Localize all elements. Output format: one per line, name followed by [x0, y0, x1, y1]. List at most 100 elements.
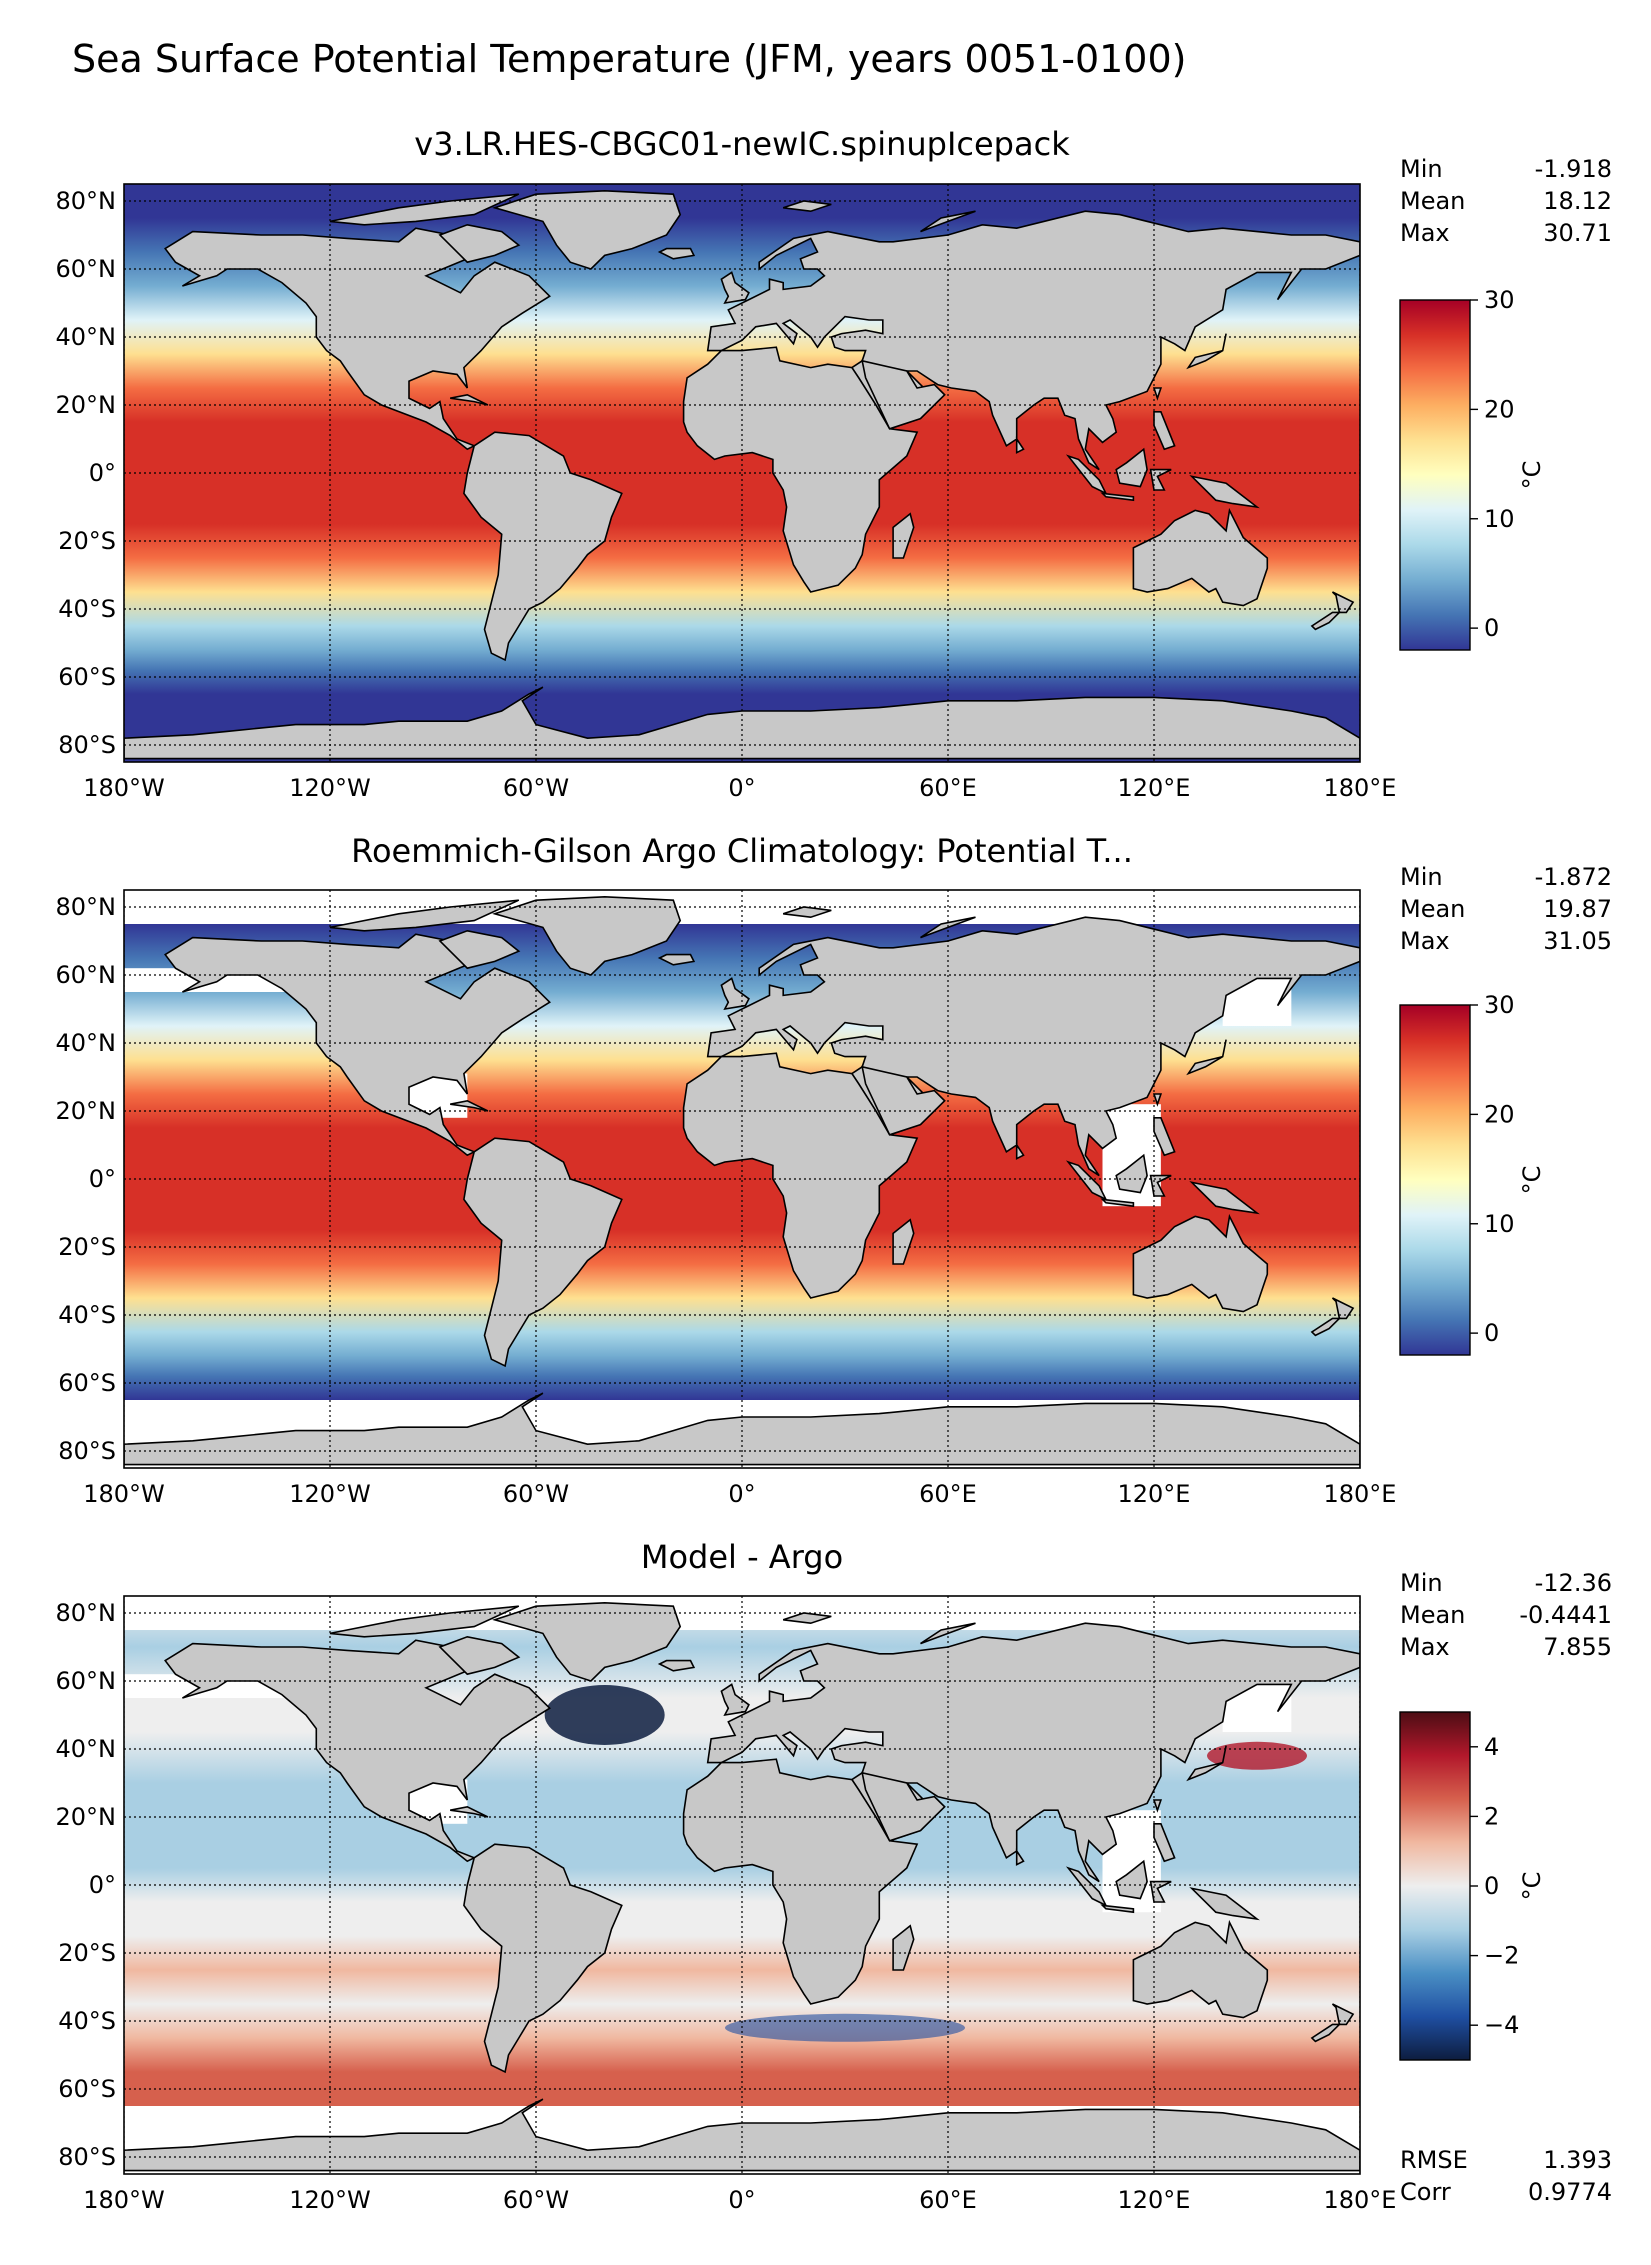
land-philippines [1153, 1117, 1176, 1157]
extra-stats: RMSE 1.393 Corr 0.9774 [1400, 2146, 1612, 2206]
lat-tick-label: 20°S [58, 527, 116, 555]
land-svalbard [782, 906, 832, 919]
land-madagascar [892, 1924, 915, 1971]
land-japan [1186, 1745, 1227, 1782]
lon-tick-label: 60°E [919, 2186, 977, 2214]
lon-tick-label: 0° [728, 774, 755, 802]
panel-title: Model - Argo [641, 1538, 843, 1576]
panel-title: v3.LR.HES-CBGC01-newIC.spinupIcepack [414, 125, 1070, 163]
lat-tick-label: 40°N [56, 323, 117, 351]
land-cuba [450, 1099, 489, 1112]
land-svalbard [782, 200, 832, 213]
land-africa [682, 346, 919, 593]
land-australia [1132, 1919, 1269, 2019]
stat-label-mean: Mean [1400, 187, 1465, 215]
land-java [1100, 1904, 1135, 1914]
lat-tick-label: 0° [89, 1871, 116, 1899]
land-taiwan [1152, 1093, 1163, 1107]
land-nz-south [1310, 611, 1342, 631]
land-cuba [450, 393, 489, 406]
colorbar-unit-label: °C [1518, 1166, 1546, 1195]
land-borneo [1115, 447, 1148, 488]
land-new-guinea [1189, 1181, 1260, 1215]
lat-tick-label: 40°N [56, 1735, 117, 1763]
colorbar-tick-label: 10 [1484, 505, 1515, 533]
land-philippines [1153, 410, 1176, 451]
land-japan [1186, 1039, 1227, 1076]
land-sulawesi [1149, 468, 1172, 491]
land-new-guinea [1189, 475, 1260, 509]
lat-tick-label: 60°S [58, 1369, 116, 1397]
land-baffin [438, 223, 521, 264]
lon-tick-label: 60°E [919, 1480, 977, 1508]
lon-tick-label: 120°W [289, 1480, 371, 1508]
land-eurasia [706, 210, 1360, 471]
lat-tick-label: 80°N [56, 893, 117, 921]
land-borneo [1115, 1859, 1148, 1900]
colorbar-tick-label: 20 [1484, 1100, 1515, 1128]
lon-tick-label: 180°W [83, 774, 165, 802]
stat-value-min: -1.872 [1535, 863, 1612, 891]
land-new-zealand [1331, 2003, 1355, 2026]
lat-tick-label: 80°N [56, 187, 117, 215]
lat-tick-label: 20°N [56, 1097, 117, 1125]
lat-tick-label: 60°S [58, 2075, 116, 2103]
land-greenland [492, 1601, 682, 1682]
colorbar: 0 10 20 30 °C [1399, 286, 1546, 651]
lat-tick-label: 40°S [58, 595, 116, 623]
stat-value-mean: 19.87 [1543, 895, 1612, 923]
land-taiwan [1152, 387, 1163, 401]
land-arabian-peninsula-fill [861, 1771, 946, 1842]
lat-tick-label: 20°S [58, 1233, 116, 1261]
map-area: 180°W 120°W 60°W 0° 60°E 120°E 180°E 80°N 60°N 40… [56, 889, 1397, 1508]
land-novaya [920, 1622, 976, 1645]
land-australia [1132, 1213, 1269, 1313]
land-eurasia [706, 916, 1360, 1177]
land-novaya [920, 916, 976, 939]
stats-box: Min -1.918 Mean 18.12 Max 30.71 [1400, 155, 1612, 247]
lon-tick-label: 60°W [503, 774, 569, 802]
colorbar-bar [1399, 1004, 1471, 1356]
colorbar-tick-label: 0 [1484, 1872, 1499, 1900]
colorbar-tick-label: −2 [1484, 1942, 1519, 1970]
land-arctic-islands [329, 1605, 520, 1638]
land-nz-south [1310, 2023, 1342, 2043]
colorbar-tick-label: 30 [1484, 991, 1515, 1019]
map-field [124, 184, 1360, 762]
land-iceland [657, 247, 696, 260]
land-borneo [1115, 1153, 1148, 1194]
land-baffin [438, 929, 521, 970]
figure-title: Sea Surface Potential Temperature (JFM, … [72, 37, 1187, 81]
stat-value-corr: 0.9774 [1528, 2178, 1612, 2206]
lon-tick-label: 180°E [1324, 1480, 1397, 1508]
colorbar: 4 2 0 −2 −4 °C [1399, 1711, 1546, 2061]
land-greenland [492, 895, 682, 976]
stat-label-min: Min [1400, 155, 1443, 183]
stat-label-max: Max [1400, 927, 1450, 955]
panel-diff: Model - Argo 180°W 120°W 60°W 0° 60°E 120°E 18… [56, 1538, 1613, 2214]
map-frame [123, 183, 1361, 763]
lon-tick-label: 60°E [919, 774, 977, 802]
stat-value-mean: 18.12 [1543, 187, 1612, 215]
lat-tick-label: 60°N [56, 961, 117, 989]
colorbar-tick-label: 30 [1484, 286, 1515, 314]
land-sulawesi [1149, 1174, 1172, 1197]
land-sumatra [1065, 1866, 1108, 1908]
land-novaya [920, 210, 976, 233]
land-antarctica [124, 2098, 1360, 2172]
lat-tick-label: 40°N [56, 1029, 117, 1057]
map-frame [123, 889, 1361, 1469]
stats-box: Min -1.872 Mean 19.87 Max 31.05 [1400, 863, 1612, 955]
lat-tick-label: 20°N [56, 391, 117, 419]
stat-value-max: 31.05 [1543, 927, 1612, 955]
colorbar-unit-label: °C [1518, 461, 1546, 490]
land-new-guinea [1189, 1887, 1260, 1921]
stat-label-rmse: RMSE [1400, 2146, 1468, 2174]
stat-label-max: Max [1400, 219, 1450, 247]
lon-tick-label: 120°W [289, 774, 371, 802]
land-madagascar [892, 1218, 915, 1265]
map-field [124, 1596, 1360, 2174]
land-arabian-peninsula-fill [861, 359, 946, 430]
colorbar-tick-label: 2 [1484, 1802, 1499, 1830]
land-japan [1186, 333, 1227, 370]
